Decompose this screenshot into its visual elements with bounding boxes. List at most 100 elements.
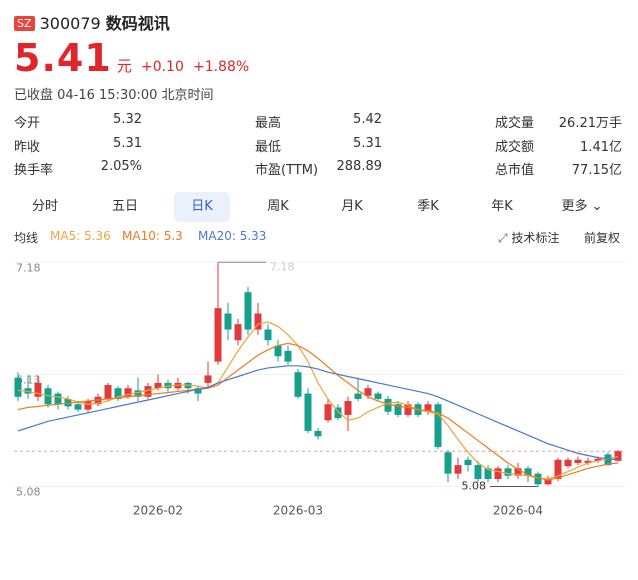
- candle-body: [554, 459, 562, 479]
- tool-tech[interactable]: ⤢ 技术标注: [498, 231, 560, 245]
- period-tab[interactable]: 五日: [111, 199, 138, 214]
- stat-value: 5.31: [353, 136, 382, 151]
- stat-label: 最低: [255, 140, 282, 155]
- candle-body: [224, 313, 232, 330]
- stock-name: 数码视讯: [105, 14, 170, 33]
- tool-adjust[interactable]: 前复权: [584, 231, 621, 245]
- stat-label: 成交额: [495, 140, 535, 155]
- price-row: 5.41 元 +0.10 +1.88%: [14, 36, 249, 80]
- candle-body: [354, 393, 362, 399]
- stat-value: 5.42: [353, 112, 382, 127]
- candle-body: [114, 388, 122, 399]
- stat-value: 1.41亿: [580, 140, 622, 155]
- stat-label: 市盈(TTM): [255, 163, 319, 178]
- candle-body: [504, 468, 512, 476]
- x-tick-label: 2026-02: [133, 504, 183, 518]
- candle-body: [84, 401, 92, 410]
- stat-label: 总市值: [495, 163, 535, 178]
- candle-body: [244, 292, 252, 330]
- price-change-pct: +1.88%: [192, 59, 250, 75]
- price: 5.41: [14, 36, 112, 80]
- candle-body: [534, 473, 542, 485]
- stat-label: 昨收: [14, 140, 41, 155]
- candle-body: [604, 454, 612, 466]
- candle-body: [344, 401, 352, 415]
- more-chevron[interactable]: ⌄: [587, 199, 603, 214]
- y-tick-label: 5.08: [16, 485, 41, 498]
- candle-body: [424, 404, 432, 412]
- candle-body: [94, 396, 102, 405]
- min-label: 5.08: [462, 479, 487, 492]
- candle-body: [544, 478, 552, 485]
- x-tick-label: 2026-03: [273, 504, 323, 518]
- max-label: 7.18: [270, 260, 295, 273]
- stat-value: 5.31: [113, 136, 142, 151]
- y-tick-label: 7.18: [16, 261, 41, 274]
- candle-body: [414, 404, 422, 415]
- candle-body: [134, 390, 142, 397]
- candle-body: [174, 382, 182, 389]
- x-tick-label: 2026-04: [493, 504, 543, 518]
- legend-entry: MA20: 5.33: [198, 229, 267, 243]
- candle-body: [394, 404, 402, 415]
- candle-body: [54, 393, 62, 405]
- candle-body: [144, 386, 152, 397]
- candle-body: [264, 329, 272, 341]
- stat-value: 26.21万手: [558, 116, 622, 131]
- ma-line: [17, 365, 619, 461]
- period-tab[interactable]: 年K: [491, 199, 513, 214]
- candle-body: [514, 468, 522, 476]
- candle-body: [194, 388, 202, 394]
- candle-body: [594, 458, 602, 461]
- period-tab[interactable]: 分时: [31, 199, 58, 214]
- stat-label: 最高: [255, 116, 282, 131]
- candle-body: [314, 430, 322, 437]
- candle-body: [574, 459, 582, 463]
- candle-body: [74, 404, 82, 410]
- stat-value: 77.15亿: [571, 163, 622, 178]
- stat-label: 今开: [14, 116, 41, 131]
- market-badge: SZ: [14, 16, 35, 31]
- ma-label: 均线: [14, 231, 39, 245]
- candle-body: [584, 460, 592, 463]
- period-tab[interactable]: 周K: [267, 199, 289, 214]
- legend-entry: MA5: 5.36: [50, 229, 111, 243]
- market-status: 已收盘 04-16 15:30:00 北京时间: [14, 88, 214, 103]
- candle-body: [454, 465, 462, 474]
- candle-body: [24, 388, 32, 394]
- tool-label[interactable]: 技术标注: [511, 231, 560, 245]
- candle-body: [324, 404, 332, 421]
- stat-label: 换手率: [14, 163, 54, 178]
- candle-body: [154, 382, 162, 389]
- y-tick-label: 6.13: [16, 373, 41, 386]
- period-tab[interactable]: 更多 ⌄: [561, 199, 603, 214]
- candle-body: [14, 377, 22, 397]
- candle-body: [384, 398, 392, 412]
- period-tab[interactable]: 日K: [174, 192, 230, 222]
- candle-body: [484, 468, 492, 479]
- candle-body: [274, 345, 282, 357]
- period-tab[interactable]: 季K: [417, 199, 439, 214]
- ma-line: [17, 321, 619, 480]
- candle-body: [254, 313, 262, 330]
- candle-body: [614, 451, 622, 461]
- candle-body: [374, 393, 382, 399]
- candle-body: [444, 452, 452, 474]
- candle-body: [234, 324, 242, 341]
- candle-body: [524, 468, 532, 476]
- candle-body: [164, 382, 172, 389]
- candle-body: [464, 459, 472, 466]
- candle-body: [104, 385, 112, 399]
- candle-body: [494, 468, 502, 479]
- price-unit: 元: [116, 57, 132, 75]
- candle-body: [294, 372, 302, 397]
- period-tab[interactable]: 月K: [341, 199, 363, 214]
- candle-body: [364, 388, 372, 396]
- candle-body: [34, 382, 42, 397]
- candle-body: [404, 404, 412, 415]
- stock-code: 300079: [39, 14, 101, 33]
- candle-body: [474, 465, 482, 479]
- stat-value: 288.89: [336, 159, 383, 174]
- candle-body: [64, 398, 72, 407]
